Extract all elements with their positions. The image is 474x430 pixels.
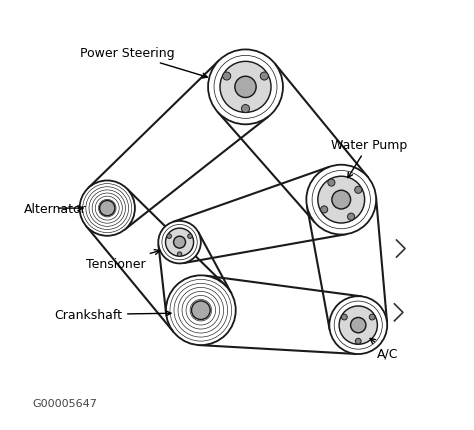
- Circle shape: [306, 166, 376, 235]
- Circle shape: [318, 177, 365, 224]
- Text: G00005647: G00005647: [33, 398, 98, 408]
- Circle shape: [341, 314, 347, 320]
- Circle shape: [356, 338, 361, 344]
- Circle shape: [329, 297, 387, 354]
- Circle shape: [355, 187, 362, 194]
- Text: Alternator: Alternator: [24, 202, 87, 215]
- Circle shape: [191, 301, 210, 320]
- Circle shape: [158, 221, 201, 264]
- Circle shape: [347, 214, 355, 221]
- Circle shape: [235, 77, 256, 98]
- Circle shape: [100, 201, 115, 216]
- Circle shape: [328, 180, 335, 187]
- Circle shape: [220, 62, 271, 113]
- Circle shape: [339, 306, 377, 344]
- Circle shape: [173, 237, 185, 249]
- Text: Tensioner: Tensioner: [86, 250, 160, 270]
- Circle shape: [260, 73, 268, 81]
- Circle shape: [167, 234, 172, 239]
- Circle shape: [332, 191, 351, 209]
- Circle shape: [208, 50, 283, 125]
- Text: Power Steering: Power Steering: [80, 47, 207, 79]
- Text: Water Pump: Water Pump: [330, 138, 407, 178]
- Circle shape: [241, 105, 249, 114]
- Circle shape: [351, 318, 366, 333]
- Circle shape: [188, 234, 192, 239]
- Circle shape: [177, 252, 182, 257]
- Text: Crankshaft: Crankshaft: [54, 308, 171, 321]
- Circle shape: [80, 181, 135, 236]
- Circle shape: [223, 73, 231, 81]
- Circle shape: [320, 206, 328, 214]
- Circle shape: [165, 229, 193, 257]
- Text: A/C: A/C: [370, 339, 399, 359]
- Circle shape: [166, 276, 236, 345]
- Circle shape: [369, 314, 375, 320]
